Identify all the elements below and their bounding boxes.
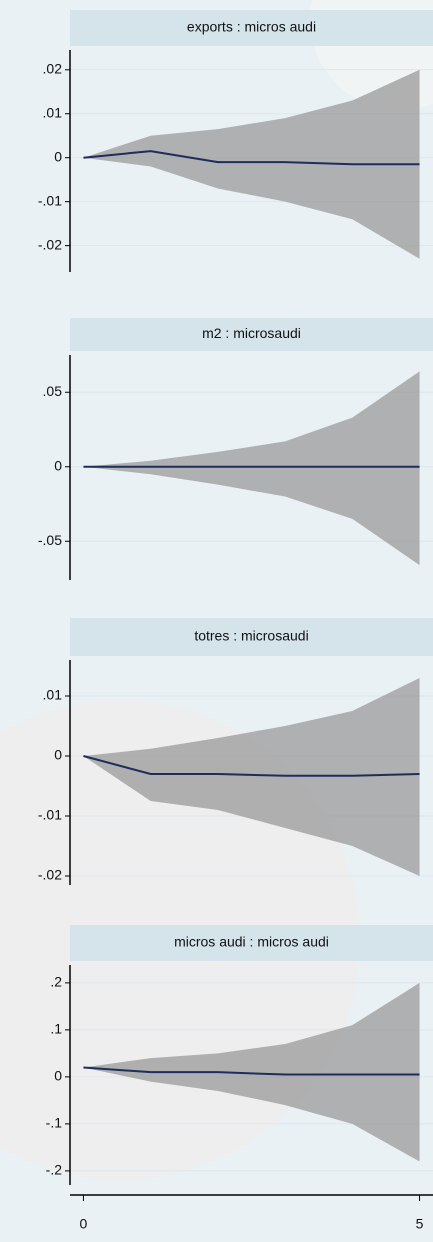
confidence-band xyxy=(83,982,420,1162)
irf-line xyxy=(83,1066,420,1076)
y-tick-label: -.02 xyxy=(38,236,62,252)
panel-title: totres : microsaudi xyxy=(194,628,308,644)
title-strip xyxy=(70,318,433,351)
y-tick-label: 0 xyxy=(54,1068,62,1084)
y-tick-label: -.01 xyxy=(38,192,62,208)
y-tick-label: .1 xyxy=(50,1021,62,1037)
y-tick-label: -.1 xyxy=(46,1115,63,1131)
panel-title: exports : micros audi xyxy=(187,19,316,35)
title-strip xyxy=(70,10,433,46)
y-tick-label: -.01 xyxy=(38,807,62,823)
x-tick-label: 0 xyxy=(80,1216,88,1232)
title-strip xyxy=(70,618,433,656)
y-tick-label: -.02 xyxy=(38,867,62,883)
y-tick-label: 0 xyxy=(54,747,62,763)
x-tick-label: 5 xyxy=(416,1216,424,1232)
confidence-band xyxy=(83,678,420,876)
panel-title: micros audi : micros audi xyxy=(174,934,329,950)
y-tick-label: 0 xyxy=(54,457,62,473)
y-tick-label: 0 xyxy=(54,148,62,164)
panel-title: m2 : microsaudi xyxy=(202,325,301,341)
y-tick-label: -.05 xyxy=(38,532,62,548)
confidence-band xyxy=(83,69,420,259)
y-tick-label: .01 xyxy=(43,104,63,120)
y-tick-label: .01 xyxy=(43,687,63,703)
y-tick-label: -.2 xyxy=(46,1162,63,1178)
title-strip xyxy=(70,925,433,961)
confidence-band xyxy=(83,371,420,566)
irf-line xyxy=(83,150,420,166)
irf-line xyxy=(83,755,420,777)
y-tick-label: .2 xyxy=(50,974,62,990)
y-tick-label: .05 xyxy=(43,383,63,399)
y-tick-label: .02 xyxy=(43,60,63,76)
